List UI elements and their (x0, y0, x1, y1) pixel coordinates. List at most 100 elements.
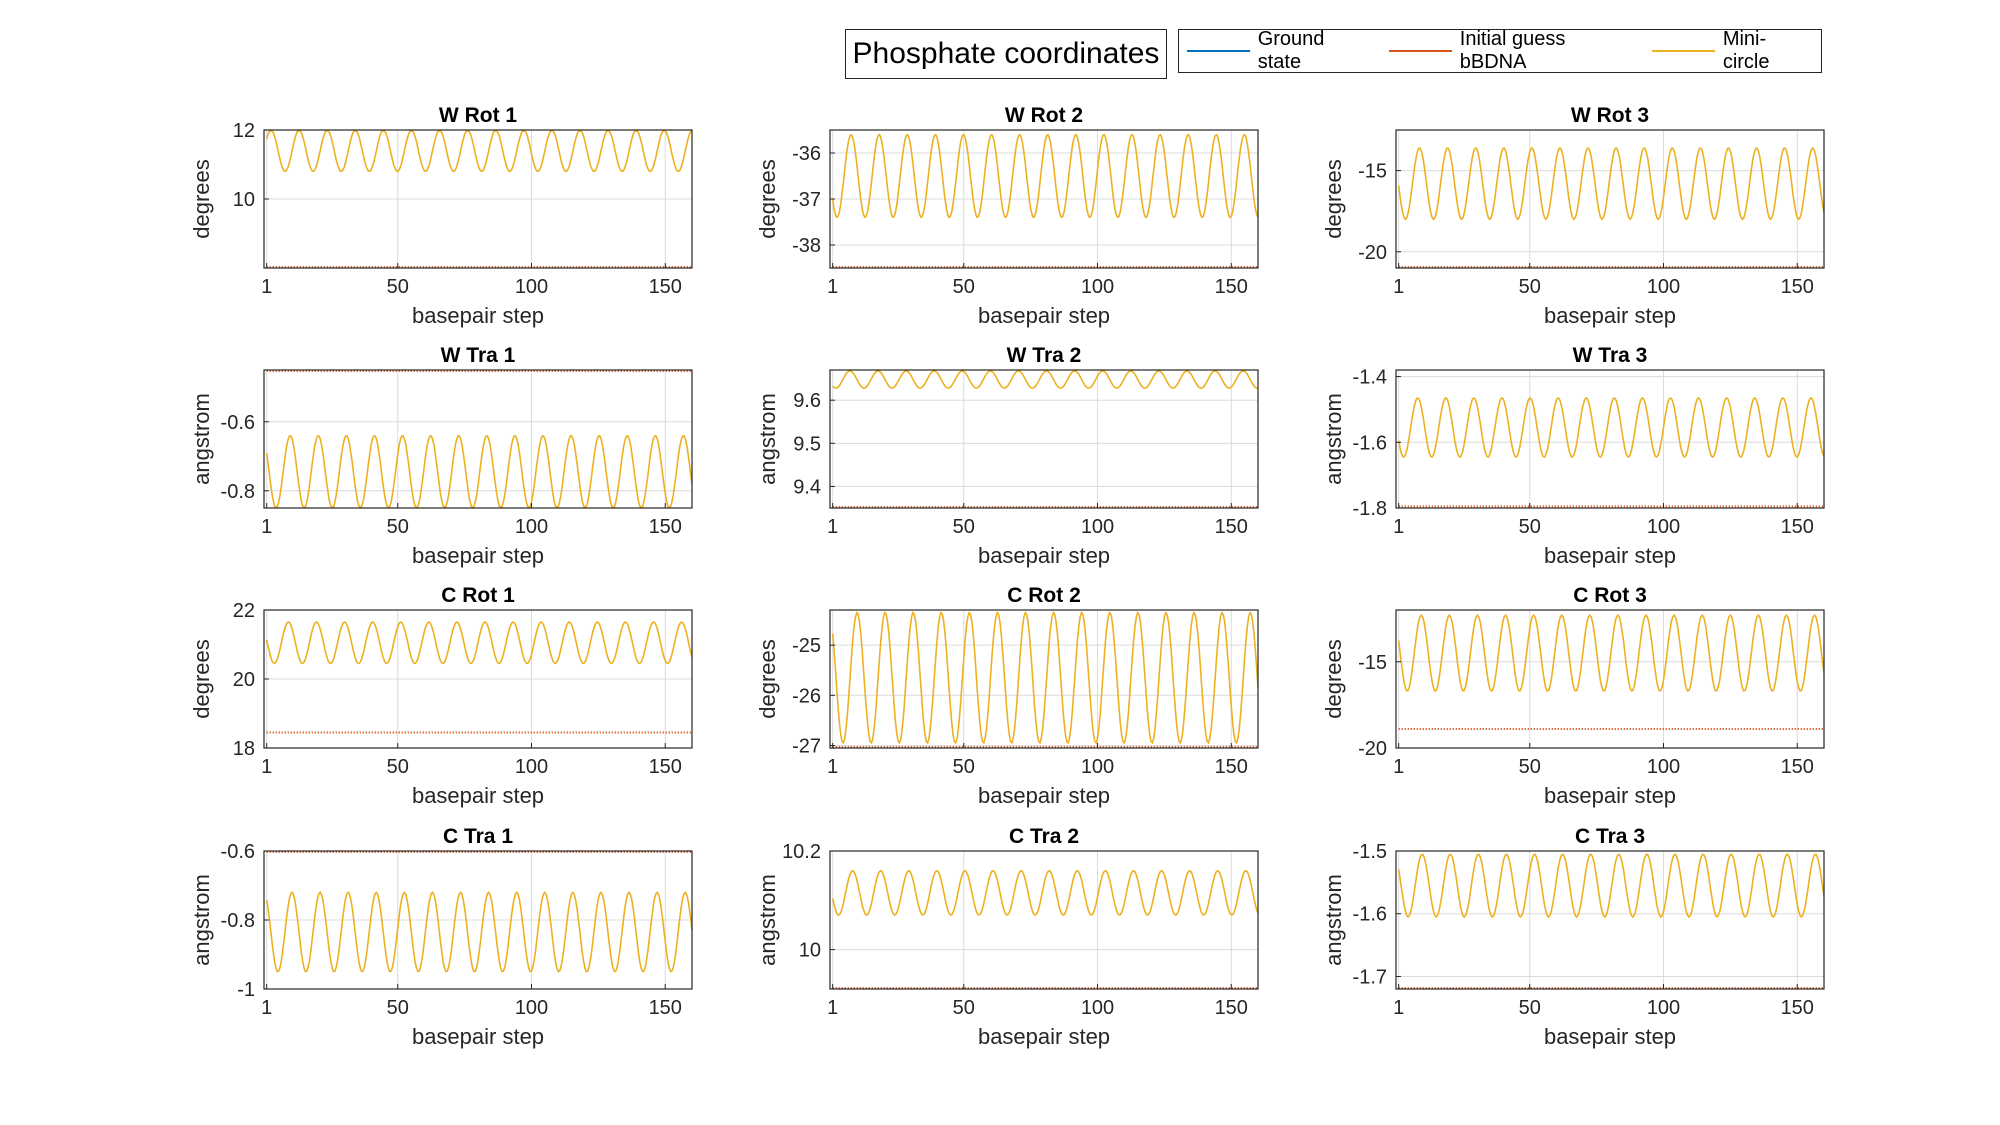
x-tick-label: 150 (1781, 756, 1814, 778)
axes-background (1396, 851, 1824, 989)
y-tick-label: 12 (233, 120, 255, 142)
x-axis-label: basepair step (1544, 783, 1676, 808)
x-axis-label: basepair step (412, 783, 544, 808)
legend-swatch-mini-circle (1652, 50, 1715, 52)
axes-background (1396, 130, 1824, 268)
y-tick-label: 9.5 (793, 433, 821, 455)
x-axis-label: basepair step (412, 1024, 544, 1049)
axes-box (1395, 129, 1825, 269)
legend-item-mini-circle: Mini-circle (1652, 28, 1811, 74)
legend-label-mini-circle: Mini-circle (1722, 28, 1770, 73)
y-tick-label: 9.4 (793, 476, 821, 498)
series-line-mini-circle (1397, 853, 1825, 919)
x-tick-label: 50 (953, 516, 975, 538)
x-tick-label: 100 (1081, 756, 1114, 778)
subplot-title: C Tra 3 (1575, 825, 1645, 848)
series-line-mini-circle (265, 130, 693, 173)
axes-box (1395, 850, 1825, 990)
x-tick-label: 1 (261, 997, 272, 1019)
series-line-mini-circle (265, 891, 693, 973)
x-tick-label: 1 (827, 756, 838, 778)
y-tick-label: -0.6 (221, 841, 255, 863)
y-axis-label: degrees (1321, 639, 1346, 719)
y-tick-label: 10 (233, 189, 255, 211)
legend-label-initial-guess: Initial guess bBDNA (1459, 28, 1566, 73)
subplot-title: W Rot 1 (439, 104, 517, 127)
x-tick-label: 1 (261, 276, 272, 298)
y-tick-label: -1.4 (1353, 367, 1387, 389)
x-tick-label: 100 (515, 516, 548, 538)
x-tick-label: 100 (1081, 516, 1114, 538)
series-line-mini-circle (1397, 613, 1825, 692)
y-tick-label: 9.6 (793, 390, 821, 412)
subplot-title: C Rot 1 (441, 584, 515, 607)
y-tick-label: -26 (792, 685, 821, 707)
x-tick-label: 1 (827, 276, 838, 298)
x-tick-label: 50 (953, 756, 975, 778)
y-tick-label: -1.6 (1353, 904, 1387, 926)
series-line-mini-circle (831, 869, 1259, 916)
x-tick-label: 50 (387, 276, 409, 298)
y-axis-label: angstrom (755, 393, 780, 485)
subplot-title: W Tra 1 (441, 344, 516, 367)
y-tick-label: -0.6 (221, 412, 255, 434)
subplot-title: C Rot 2 (1007, 584, 1081, 607)
y-tick-label: 20 (233, 669, 255, 691)
axes-background (830, 610, 1258, 748)
series-line-mini-circle (831, 611, 1259, 745)
x-tick-label: 100 (1081, 997, 1114, 1019)
y-axis-label: angstrom (755, 874, 780, 966)
x-tick-label: 1 (827, 516, 838, 538)
x-axis-label: basepair step (978, 1024, 1110, 1049)
x-tick-label: 50 (387, 516, 409, 538)
x-tick-label: 1 (261, 516, 272, 538)
axes-box (829, 369, 1259, 509)
series-line-mini-circle (1397, 147, 1825, 221)
y-tick-label: -1.8 (1353, 498, 1387, 520)
x-tick-label: 50 (953, 276, 975, 298)
x-tick-label: 150 (649, 516, 682, 538)
x-tick-label: 100 (1081, 276, 1114, 298)
y-axis-label: degrees (755, 639, 780, 719)
x-tick-label: 100 (1647, 276, 1680, 298)
y-tick-label: 22 (233, 600, 255, 622)
subplot-title: W Rot 2 (1005, 104, 1083, 127)
x-tick-label: 150 (1215, 997, 1248, 1019)
x-tick-label: 1 (827, 997, 838, 1019)
x-tick-label: 50 (1519, 997, 1541, 1019)
y-axis-label: angstrom (189, 874, 214, 966)
x-axis-label: basepair step (412, 543, 544, 568)
y-tick-label: -20 (1358, 738, 1387, 760)
x-tick-label: 150 (649, 997, 682, 1019)
x-axis-label: basepair step (978, 543, 1110, 568)
x-tick-label: 150 (649, 756, 682, 778)
y-tick-label: -1.7 (1353, 966, 1387, 988)
series-line-mini-circle (265, 435, 693, 508)
y-tick-label: -1 (237, 979, 255, 1001)
legend: Ground state Initial guess bBDNA Mini-ci… (1178, 28, 1822, 74)
y-tick-label: -0.8 (221, 481, 255, 503)
subplot-title: W Tra 2 (1007, 344, 1082, 367)
x-tick-label: 50 (387, 756, 409, 778)
legend-label-ground-state: Ground state (1257, 28, 1325, 73)
subplot-title: C Rot 3 (1573, 584, 1647, 607)
x-tick-label: 50 (1519, 516, 1541, 538)
x-tick-label: 50 (387, 997, 409, 1019)
axes-box (1395, 609, 1825, 749)
subplot-title: C Tra 1 (443, 825, 513, 848)
axes-box (263, 369, 693, 509)
legend-item-ground-state: Ground state (1187, 28, 1371, 74)
series-line-mini-circle (832, 370, 1259, 389)
x-tick-label: 150 (649, 276, 682, 298)
x-tick-label: 50 (1519, 756, 1541, 778)
